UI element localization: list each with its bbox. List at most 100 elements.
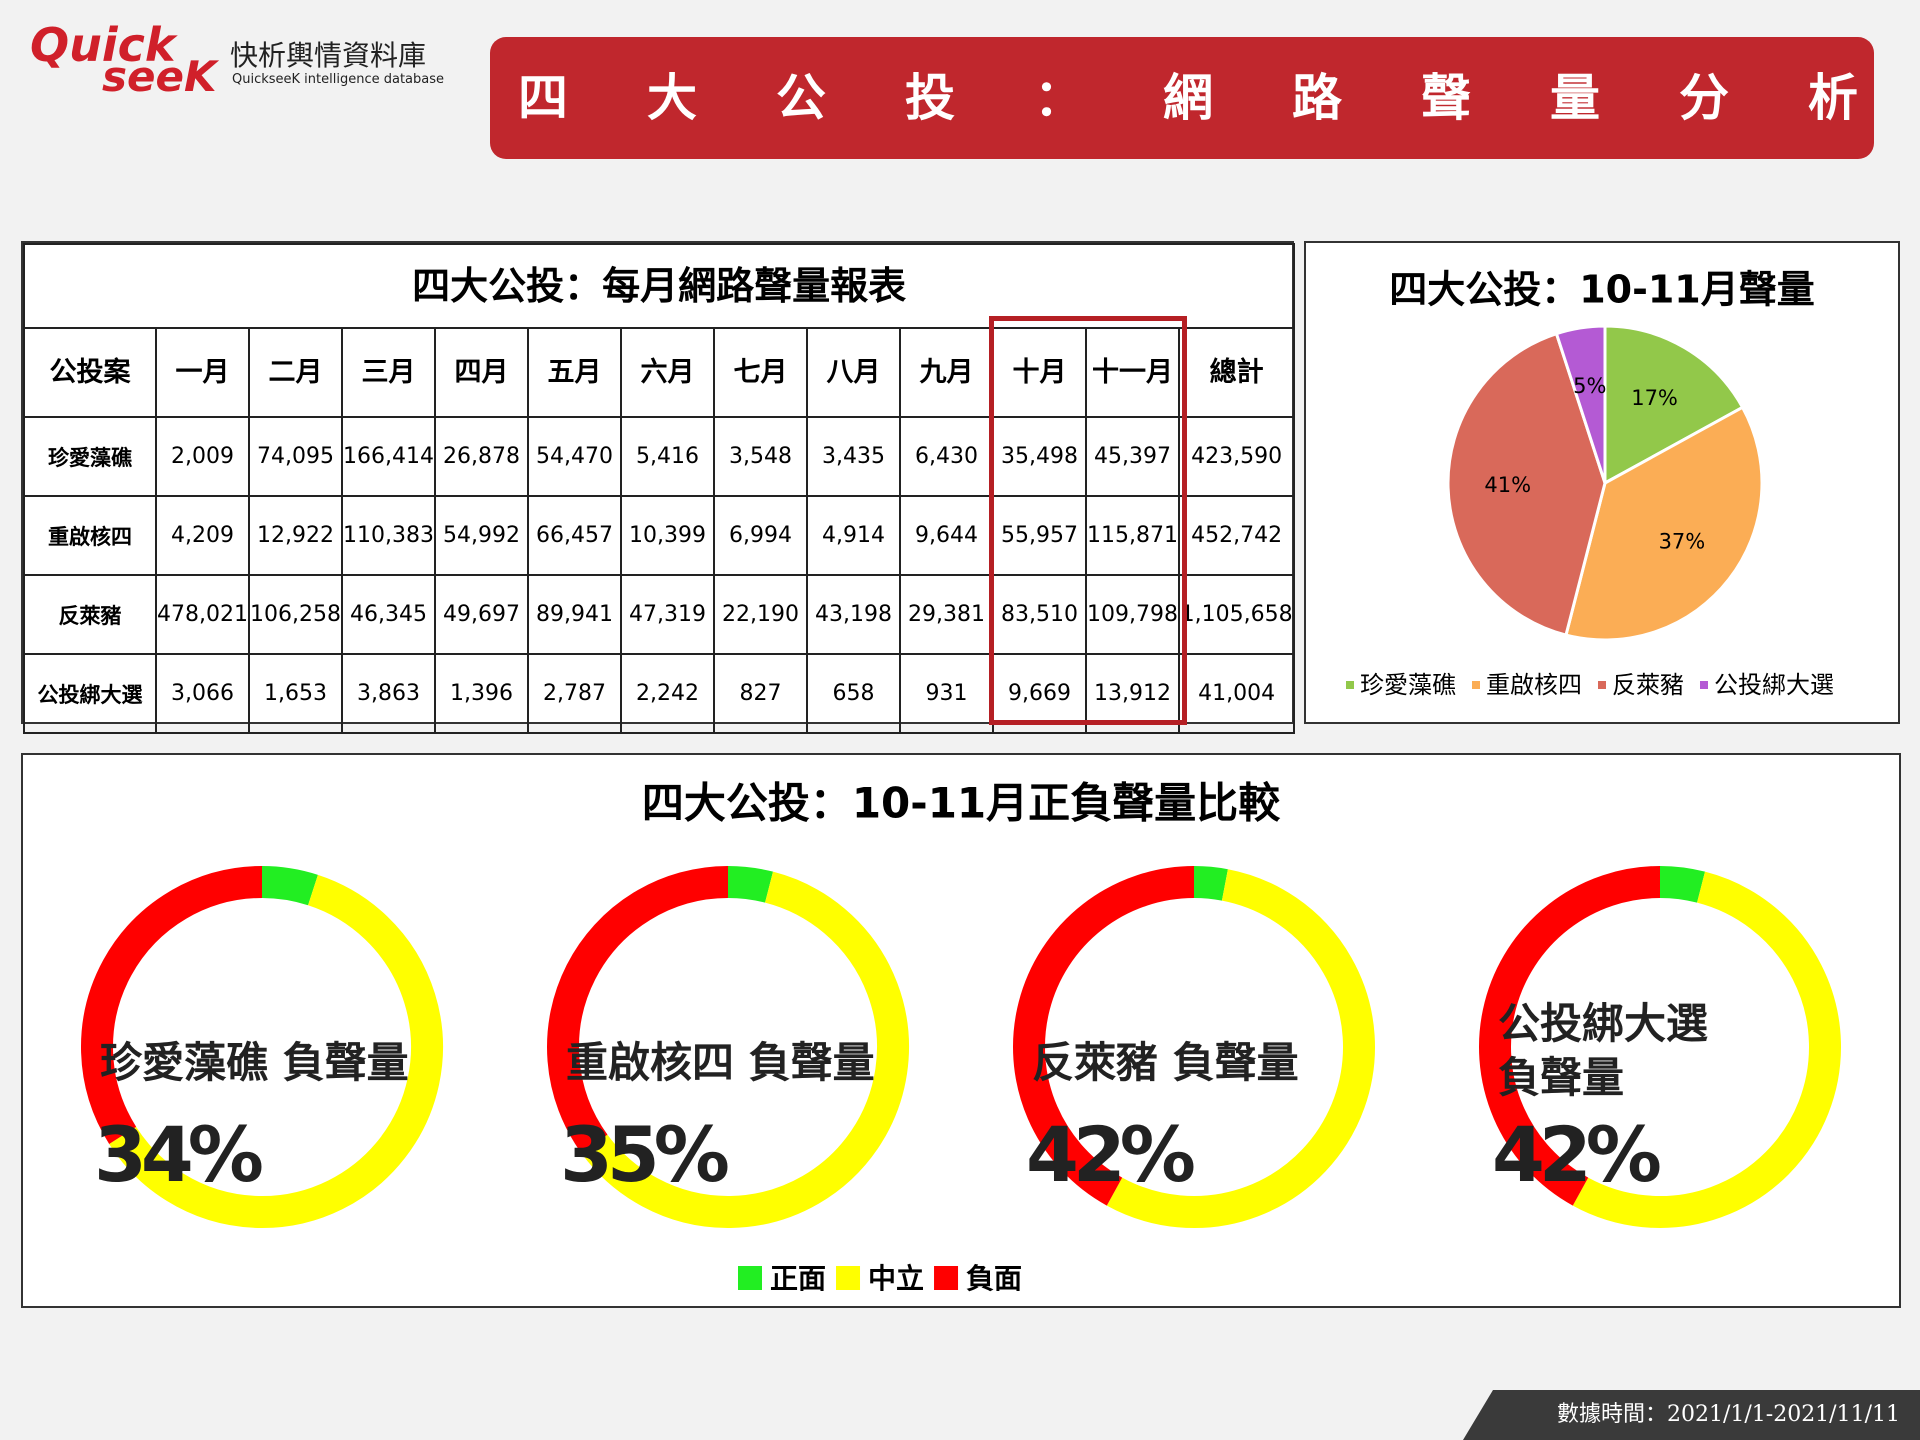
- row-label: 重啟核四: [23, 495, 157, 576]
- cell: 109,798: [1085, 574, 1180, 655]
- cell: 22,190: [713, 574, 808, 655]
- legend-swatch: [1346, 681, 1354, 689]
- cell: 9,644: [899, 495, 994, 576]
- cell: 66,457: [527, 495, 622, 576]
- donut-segment: [1479, 866, 1661, 1206]
- highlight-box: [989, 316, 1187, 725]
- row-label: 反萊豬: [23, 574, 157, 655]
- donut-charts: 四大公投：10-11月正負聲量比較 正面 中立 負面: [81, 779, 1841, 1295]
- brand-en: QuickseeK intelligence database: [232, 72, 445, 87]
- cell: 106,258: [248, 574, 343, 655]
- donut-value-label: 42%: [1492, 1110, 1662, 1199]
- table-row: 反萊豬 478,021 106,258 46,345 49,697 89,941 47,31…: [23, 574, 1296, 655]
- cell: 452,742: [1177, 495, 1296, 576]
- cell: 46,345: [341, 574, 436, 655]
- legend-swatch: [738, 1266, 762, 1290]
- pie-slice: [1564, 405, 1764, 642]
- legend-label: 公投綁大選: [1714, 671, 1834, 699]
- cell: 10,399: [620, 495, 715, 576]
- legend-label: 珍愛藻礁: [1360, 671, 1456, 699]
- table-row: 珍愛藻礁 2,009 74,095 166,414 26,878 54,470 5,416 3…: [23, 416, 1296, 497]
- column-header: 九月: [899, 327, 994, 418]
- cell: 49,697: [434, 574, 529, 655]
- legend-swatch: [934, 1266, 959, 1290]
- donut-segment: [261, 866, 318, 906]
- legend-swatch: [836, 1266, 861, 1290]
- column-header: 四月: [434, 327, 529, 418]
- column-header: 七月: [713, 327, 808, 418]
- cell: 35,498: [992, 416, 1087, 497]
- cell: 2,242: [620, 653, 715, 734]
- pie-chart: 四大公投：10-11月聲量 17% 37% 41% 5% 珍愛藻礁 重啟核四 反萊豬 公投綁大…: [1346, 268, 1834, 699]
- cell: 29,381: [899, 574, 994, 655]
- cell: 3,066: [155, 653, 250, 734]
- legend-swatch: [1700, 681, 1708, 689]
- cell: 1,396: [434, 653, 529, 734]
- column-header: 八月: [806, 327, 901, 418]
- column-header: 總計: [1177, 327, 1296, 418]
- cell: 26,878: [434, 416, 529, 497]
- donut-panel: 四大公投：10-11月正負聲量比較 正面 中立 負面 珍愛藻礁 負聲量 34% 重啟核四…: [21, 753, 1901, 1308]
- brand: 快析輿情資料庫: [230, 39, 427, 72]
- cell: 4,914: [806, 495, 901, 576]
- donut-segment: [109, 874, 443, 1228]
- cell: 5,416: [620, 416, 715, 497]
- cell: 423,590: [1177, 416, 1296, 497]
- cell: 3,548: [713, 416, 808, 497]
- donut-segment: [1013, 866, 1195, 1206]
- donut-segment: [1193, 866, 1228, 901]
- cell: 2,009: [155, 416, 250, 497]
- header-row: 公投案 一月 二月 三月 四月 五月 六月 七月 八月 九月 十月 十一月 總計: [23, 327, 1296, 418]
- pie-slice: [1446, 331, 1607, 637]
- cell: 6,994: [713, 495, 808, 576]
- donut-value-label: 42%: [1026, 1110, 1196, 1199]
- legend-swatch: [1598, 681, 1606, 689]
- pie-panel: 四大公投：10-11月聲量 17% 37% 41% 5% 珍愛藻礁 重啟核四 反萊豬 公投綁大…: [1304, 241, 1900, 724]
- donut-segment: [727, 866, 774, 903]
- row-label: 公投綁大選: [23, 653, 157, 734]
- cell: 658: [806, 653, 901, 734]
- logo-text: seeK: [102, 52, 217, 101]
- donut-segment: [81, 866, 263, 1144]
- cell: 4,209: [155, 495, 250, 576]
- cell: 166,414: [341, 416, 436, 497]
- cell: 47,319: [620, 574, 715, 655]
- legend-label: 重啟核四: [1486, 671, 1582, 699]
- cell: 2,787: [527, 653, 622, 734]
- pie-slice: [1603, 324, 1745, 486]
- donut-title: 反萊豬 負聲量: [1032, 1038, 1299, 1087]
- donut-value-label: 34%: [94, 1110, 264, 1199]
- cell: 54,470: [527, 416, 622, 497]
- logo-text: Quick: [30, 18, 176, 72]
- cell: 478,021: [155, 574, 250, 655]
- column-header: 二月: [248, 327, 343, 418]
- legend-label: 負面: [966, 1262, 1022, 1295]
- row-label: 珍愛藻礁: [23, 416, 157, 497]
- cell: 89,941: [527, 574, 622, 655]
- cell: 45,397: [1085, 416, 1180, 497]
- column-header: 五月: [527, 327, 622, 418]
- cell: 6,430: [899, 416, 994, 497]
- column-header: 公投案: [23, 327, 157, 418]
- table-row: 公投綁大選 3,066 1,653 3,863 1,396 2,787 2,242 827 65…: [23, 653, 1296, 734]
- donut-title: 重啟核四 負聲量: [566, 1038, 875, 1087]
- column-header: 一月: [155, 327, 250, 418]
- cell: 41,004: [1177, 653, 1296, 734]
- donut-value-label: 35%: [560, 1110, 730, 1199]
- cell: 931: [899, 653, 994, 734]
- footer: 數據時間：2021/1/1-2021/11/11: [1463, 1390, 1920, 1440]
- table-row: 重啟核四 4,209 12,922 110,383 54,992 66,457 10,399…: [23, 495, 1296, 576]
- cell: 3,863: [341, 653, 436, 734]
- legend-label: 正面: [770, 1262, 826, 1295]
- legend-swatch: [1472, 681, 1480, 689]
- logo: Quick seeK 快析輿情資料庫 QuickseeK intelligenc…: [30, 18, 450, 102]
- column-header: 十月: [992, 327, 1087, 418]
- cell: 12,922: [248, 495, 343, 576]
- donut-title: 公投綁大選 負聲量: [1498, 999, 1709, 1102]
- donut-segment: [1659, 866, 1706, 903]
- data-label: 5%: [1573, 374, 1606, 398]
- cell: 1,105,658: [1177, 574, 1296, 655]
- section-title: 四大公投：10-11月正負聲量比較: [642, 779, 1281, 828]
- page-title: 四大公投：網路聲量分析: [490, 37, 1874, 159]
